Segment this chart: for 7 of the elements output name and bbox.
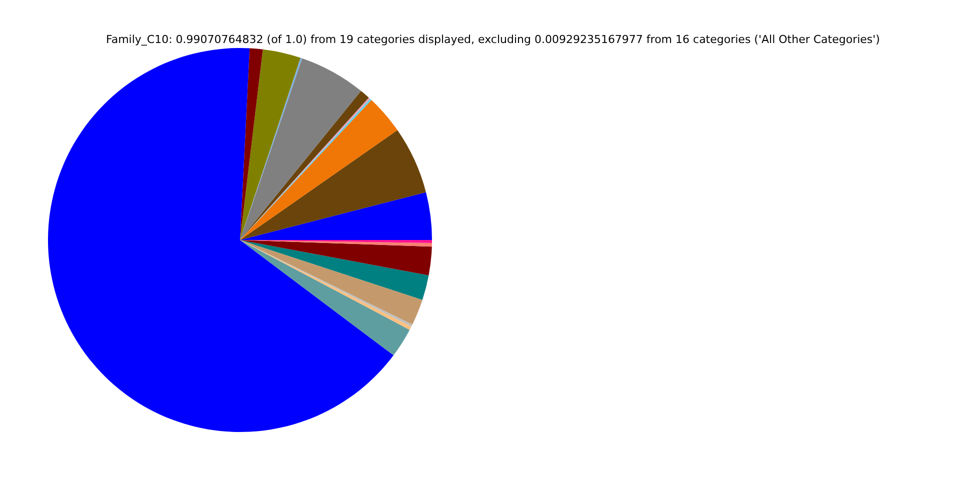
pie-slice [240, 100, 398, 240]
pie-slice [240, 48, 263, 240]
pie-slice [240, 58, 361, 240]
pie-slice [240, 240, 410, 356]
pie-slice [240, 240, 432, 276]
pie-slice [240, 240, 429, 300]
text: Family_C10: 0.99070764832 (of 1.0) from 19 categories displayed, excluding 0.00929235167977 from 16 categories ('All Other Categories') [106, 33, 880, 46]
